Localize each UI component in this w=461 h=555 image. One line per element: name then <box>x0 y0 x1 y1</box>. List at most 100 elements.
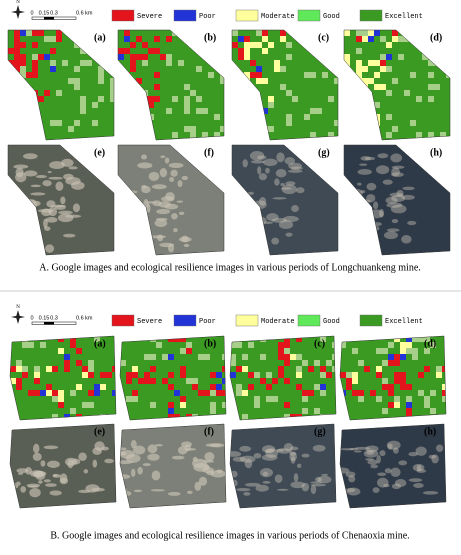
map-panel: (c) <box>229 335 337 421</box>
map-cell <box>320 354 326 360</box>
map-cell <box>184 96 190 102</box>
satellite-texture <box>288 162 302 170</box>
map-cell <box>174 390 180 396</box>
map-cell <box>100 354 106 360</box>
map-cell <box>178 66 184 72</box>
map-cell <box>394 402 400 408</box>
map-cell <box>434 120 440 126</box>
map-cell <box>298 90 304 96</box>
satellite-base <box>230 424 336 508</box>
map-cell <box>308 396 314 402</box>
satellite-texture <box>43 479 51 483</box>
map-cell <box>210 390 216 396</box>
satellite-texture <box>373 201 379 210</box>
map-cell <box>64 366 70 372</box>
satellite-texture <box>181 235 189 243</box>
map-cell <box>400 378 406 384</box>
satellite-texture <box>391 194 406 202</box>
map-cell <box>162 354 168 360</box>
map-cell <box>428 132 434 138</box>
satellite-texture <box>435 444 444 453</box>
map-cell <box>120 342 126 348</box>
legend-label: Good <box>323 318 340 326</box>
map-cell <box>88 396 94 402</box>
map-cell <box>154 96 160 102</box>
map-cell <box>88 390 94 396</box>
satellite-texture <box>130 468 136 477</box>
map-cell <box>254 354 260 360</box>
satellite-texture <box>43 445 59 450</box>
satellite-texture <box>27 485 39 488</box>
map-cell <box>334 78 338 84</box>
map-cell <box>332 360 336 366</box>
map-cell <box>196 126 202 132</box>
map-cell <box>236 366 242 372</box>
map-cell <box>262 30 268 36</box>
satellite-texture <box>357 168 372 175</box>
map-panel: (g) <box>229 423 337 509</box>
map-cell <box>340 372 346 378</box>
panel-label: (h) <box>430 147 442 158</box>
map-cell <box>352 408 358 414</box>
map-cell <box>222 396 226 402</box>
map-cell <box>286 84 292 90</box>
satellite-texture <box>367 459 378 465</box>
satellite-texture <box>45 244 55 253</box>
map-cell <box>424 336 430 342</box>
map-cell <box>284 342 290 348</box>
map-cell <box>236 348 242 354</box>
legend-swatch <box>359 314 383 327</box>
map-cell <box>92 120 98 126</box>
map-cell <box>44 90 50 96</box>
satellite-texture <box>258 173 268 181</box>
map-cell <box>232 30 238 36</box>
map-cell <box>166 114 172 120</box>
map-cell <box>332 366 336 372</box>
map-cell <box>168 354 174 360</box>
map-cell <box>304 96 310 102</box>
map-cell <box>184 108 190 114</box>
map-cell <box>242 354 248 360</box>
map-cell <box>172 102 178 108</box>
map-cell <box>272 396 278 402</box>
map-cell <box>112 366 116 372</box>
map-cell <box>406 408 412 414</box>
map-cell <box>244 54 250 60</box>
map-cell <box>98 66 104 72</box>
satellite-texture <box>72 203 81 213</box>
satellite-texture <box>120 447 127 451</box>
map-cell <box>32 66 38 72</box>
satellite-texture <box>120 449 135 459</box>
map-cell <box>88 402 94 408</box>
map-cell <box>236 360 242 366</box>
satellite-texture <box>360 190 366 194</box>
satellite-texture <box>244 458 253 469</box>
satellite-texture <box>386 228 400 232</box>
map-cell <box>80 66 86 72</box>
map-cell <box>248 384 254 390</box>
satellite-texture <box>257 155 267 160</box>
map-cell <box>382 354 388 360</box>
map-cell <box>280 90 286 96</box>
map-cell <box>268 42 274 48</box>
satellite-texture <box>391 167 400 177</box>
satellite-texture <box>262 445 276 454</box>
satellite-texture <box>168 162 184 169</box>
map-cell <box>320 336 326 342</box>
map-cell <box>434 90 440 96</box>
map-cell <box>28 342 34 348</box>
satellite-base <box>340 424 446 508</box>
map-cell <box>162 378 168 384</box>
satellite-texture <box>271 218 287 223</box>
satellite-texture <box>83 469 89 474</box>
map-cell <box>216 396 222 402</box>
satellite-texture <box>184 444 192 452</box>
map-cell <box>156 342 162 348</box>
map-cell <box>302 396 308 402</box>
map-panel: (f) <box>119 423 227 509</box>
map-cell <box>442 396 446 402</box>
map-cell <box>412 348 418 354</box>
satellite-texture <box>391 165 405 169</box>
satellite-texture <box>412 463 425 472</box>
map-cell <box>386 72 392 78</box>
